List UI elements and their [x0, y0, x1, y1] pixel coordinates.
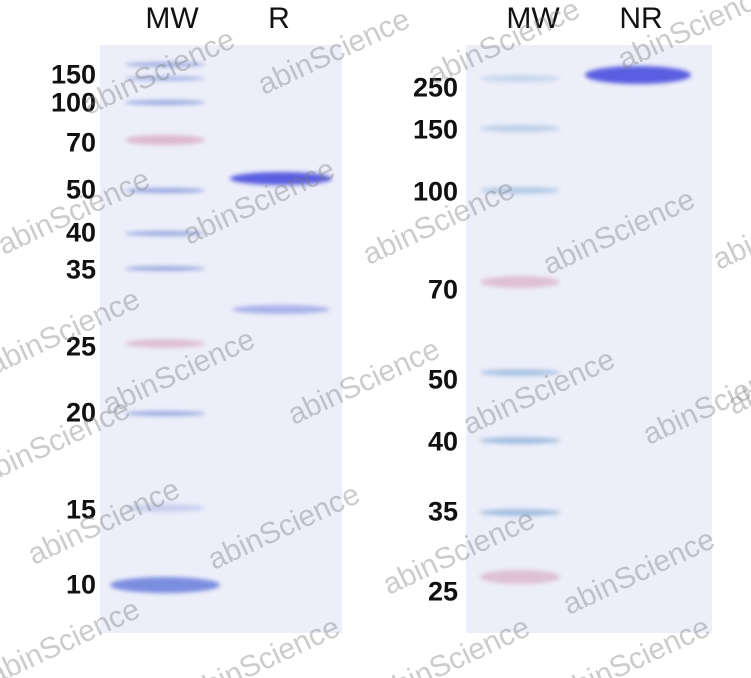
marker-band: [480, 436, 560, 444]
marker-band: [480, 74, 560, 82]
marker-band: [125, 410, 205, 416]
left-gel: [100, 45, 342, 633]
marker-band: [125, 75, 205, 81]
mw-label-right: 35: [427, 496, 458, 527]
marker-band: [480, 276, 560, 288]
mw-label-left: 20: [65, 397, 96, 428]
mw-label-left: 40: [65, 217, 96, 248]
mw-label-right: 50: [427, 364, 458, 395]
marker-band: [125, 504, 205, 512]
marker-band: [480, 508, 560, 516]
sample-band-r-heavy: [230, 171, 332, 185]
mw-label-right: 250: [412, 72, 458, 103]
mw-label-right: 40: [427, 426, 458, 457]
marker-band: [125, 265, 205, 271]
mw-label-left: 100: [50, 87, 96, 118]
mw-label-right: 100: [412, 176, 458, 207]
lane-header-mw-right: MW: [506, 2, 560, 35]
sample-band-nr: [585, 66, 691, 84]
marker-band: [480, 570, 560, 584]
marker-band: [125, 61, 205, 67]
mw-label-left: 70: [65, 127, 96, 158]
lane-header-nr: NR: [619, 2, 663, 35]
marker-band: [110, 577, 220, 593]
watermark-text: abinScience: [722, 322, 751, 422]
mw-label-left: 25: [65, 331, 96, 362]
mw-label-left: 150: [50, 59, 96, 90]
right-gel: [466, 45, 712, 633]
marker-band: [480, 124, 560, 132]
mw-label-left: 50: [65, 174, 96, 205]
marker-band: [125, 338, 205, 348]
marker-band: [125, 187, 205, 193]
mw-label-right: 70: [427, 274, 458, 305]
sample-band-r-light: [232, 304, 330, 314]
watermark-text: abinScience: [707, 177, 751, 277]
marker-band: [480, 186, 560, 194]
lane-header-mw-left: MW: [145, 2, 199, 35]
mw-label-left: 15: [65, 494, 96, 525]
marker-band: [125, 135, 205, 145]
mw-label-right: 150: [412, 114, 458, 145]
marker-band: [480, 368, 560, 376]
marker-band: [125, 230, 205, 236]
mw-label-left: 35: [65, 254, 96, 285]
lane-header-r: R: [268, 2, 290, 35]
mw-label-left: 10: [65, 569, 96, 600]
mw-label-right: 25: [427, 576, 458, 607]
marker-band: [125, 99, 205, 105]
